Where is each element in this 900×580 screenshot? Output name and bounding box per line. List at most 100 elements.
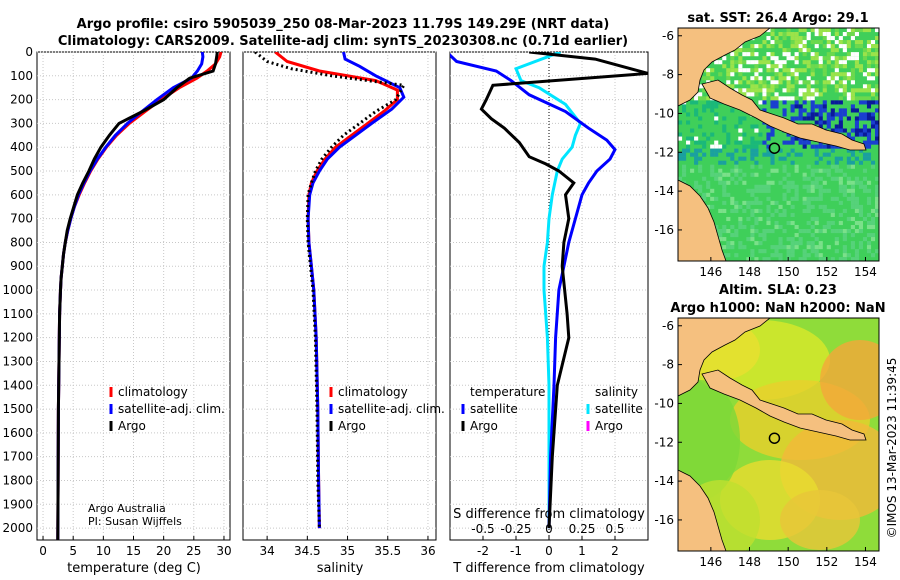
sst-cell: [762, 92, 767, 97]
sst-cell: [710, 104, 715, 109]
sst-cell: [826, 144, 831, 149]
x-tick-label: 0: [545, 544, 553, 558]
sst-cell: [734, 140, 739, 145]
sst-cell: [750, 156, 755, 161]
sst-cell: [758, 60, 763, 65]
sst-cell: [870, 160, 876, 165]
sst-cell: [842, 76, 847, 81]
sst-cell: [802, 36, 807, 41]
sst-cell: [834, 72, 839, 77]
sst-cell: [762, 237, 767, 242]
sst-cell: [838, 120, 843, 125]
sst-cell: [822, 229, 827, 234]
sst-cell: [698, 96, 703, 101]
sst-cell: [742, 200, 747, 205]
sst-cell: [842, 249, 847, 254]
sst-cell: [782, 112, 787, 117]
sst-cell: [694, 108, 699, 113]
sst-cell: [818, 168, 823, 173]
sst-cell: [734, 80, 739, 85]
sst-cell: [718, 168, 723, 173]
sst-cell: [818, 92, 823, 97]
sst-cell: [810, 168, 815, 173]
sst-cell: [774, 84, 779, 89]
sst-cell: [758, 249, 763, 254]
sst-cell: [854, 176, 859, 181]
sst-cell: [762, 108, 767, 113]
sst-cell: [774, 249, 779, 254]
sst-cell: [838, 60, 843, 65]
sst-cell: [734, 168, 739, 173]
sst-cell: [874, 132, 879, 137]
sst-cell: [750, 68, 755, 73]
sst-cell: [726, 245, 731, 250]
sst-cell: [798, 68, 803, 73]
sst-cell: [822, 144, 827, 149]
s-tick-label: 0.5: [605, 522, 624, 536]
sst-cell: [758, 132, 763, 137]
sst-cell: [806, 188, 811, 193]
sst-cell: [818, 32, 823, 37]
sst-cell: [786, 184, 791, 189]
sst-cell: [850, 224, 855, 230]
sst-cell: [858, 132, 863, 137]
sst-cell: [714, 112, 719, 117]
sst-cell: [810, 52, 815, 57]
sst-cell: [834, 88, 839, 93]
sst-cell: [814, 184, 819, 189]
sst-cell: [682, 164, 687, 169]
sst-cell: [842, 192, 847, 197]
sst-cell: [874, 52, 879, 57]
sst-cell: [838, 56, 843, 61]
sst-cell: [754, 52, 759, 57]
sst-cell: [874, 184, 879, 189]
legend-label-satellite: satellite-adj. clim.: [338, 402, 445, 416]
sst-cell: [786, 152, 791, 157]
sst-cell: [862, 216, 868, 222]
sst-cell: [826, 168, 831, 173]
sst-lat-tick-labels: -6 -8 -10 -12 -14 -16: [654, 29, 682, 237]
sst-cell: [718, 160, 723, 165]
sst-cell: [766, 220, 771, 226]
sst-cell: [750, 92, 755, 97]
sst-cell: [782, 164, 787, 169]
sst-cell: [846, 216, 851, 222]
sst-cell: [790, 88, 795, 93]
sst-cell: [766, 216, 771, 222]
sst-cell: [850, 92, 855, 97]
sst-cell: [730, 196, 735, 201]
sst-cell: [838, 212, 843, 218]
sst-cell: [802, 60, 807, 65]
sst-map-frame: [677, 27, 880, 262]
sst-cell: [842, 237, 847, 242]
sst-cell: [834, 124, 839, 129]
sst-cell: [754, 92, 759, 97]
sst-cell: [798, 104, 803, 109]
sst-cell: [794, 188, 799, 193]
sst-cell: [874, 200, 879, 205]
sst-cell: [738, 80, 743, 85]
sst-cell: [854, 124, 859, 129]
sst-cell: [866, 116, 872, 121]
sst-cell: [806, 229, 811, 234]
sst-cell: [866, 200, 872, 205]
sst-cell: [806, 84, 811, 89]
sst-cell: [746, 188, 751, 193]
sst-cell: [874, 176, 879, 181]
sst-cell: [810, 249, 815, 254]
sst-cell: [706, 104, 711, 109]
sst-cell: [730, 60, 735, 65]
sst-cell: [722, 192, 727, 197]
sst-cell: [846, 148, 851, 153]
sst-cell: [754, 188, 759, 193]
sst-cell: [834, 56, 839, 61]
credit-line2: PI: Susan Wijffels: [88, 515, 182, 528]
sst-cell: [790, 241, 795, 246]
sst-cell: [794, 44, 799, 49]
sst-cell: [810, 28, 815, 33]
sst-cell: [738, 56, 743, 61]
sst-cell: [870, 112, 876, 117]
sst-cell: [750, 136, 755, 141]
sst-cell: [838, 40, 843, 45]
sst-cell: [854, 200, 859, 205]
